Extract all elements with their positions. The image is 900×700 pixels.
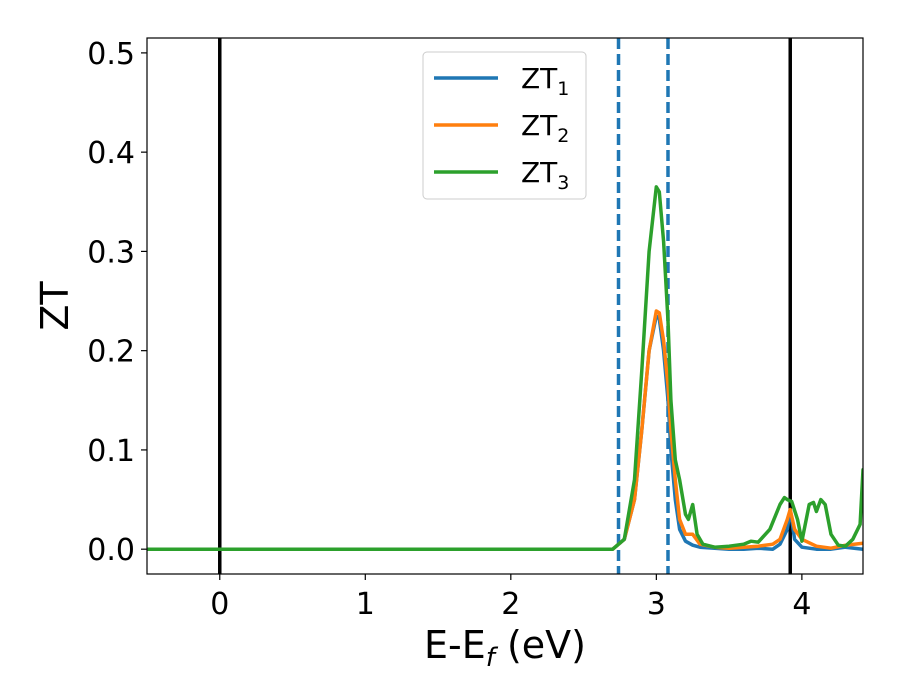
series-line-zt3 [147,185,863,551]
y-tick-label: 0.5 [87,37,135,72]
legend-label-zt3: ZT3 [521,156,569,194]
reference-lines [218,38,792,574]
x-axis-title: E-Ef (eV) [424,623,586,673]
legend-label-zt1: ZT1 [521,62,569,100]
x-tick-label: 0 [210,587,229,622]
y-tick-label: 0.0 [87,533,135,568]
legend-label-zt2: ZT2 [521,109,569,147]
x-tick-label: 1 [356,587,375,622]
legend-box [422,51,587,200]
series-line-zt2 [147,309,863,551]
y-tick-label: 0.2 [87,335,135,370]
plot-frame [146,37,864,575]
x-axis: 0 1 2 3 4 [210,574,811,622]
y-axis: 0.0 0.1 0.2 0.3 0.4 0.5 [87,37,147,568]
x-tick-label: 2 [501,587,520,622]
series-layer [147,185,863,551]
y-tick-label: 0.1 [87,434,135,469]
y-axis-title: ZT [33,281,77,331]
legend: ZT1 ZT2 ZT3 [422,51,587,200]
x-tick-label: 4 [792,587,811,622]
y-tick-label: 0.3 [87,235,135,270]
y-tick-label: 0.4 [87,136,135,171]
x-tick-label: 3 [647,587,666,622]
